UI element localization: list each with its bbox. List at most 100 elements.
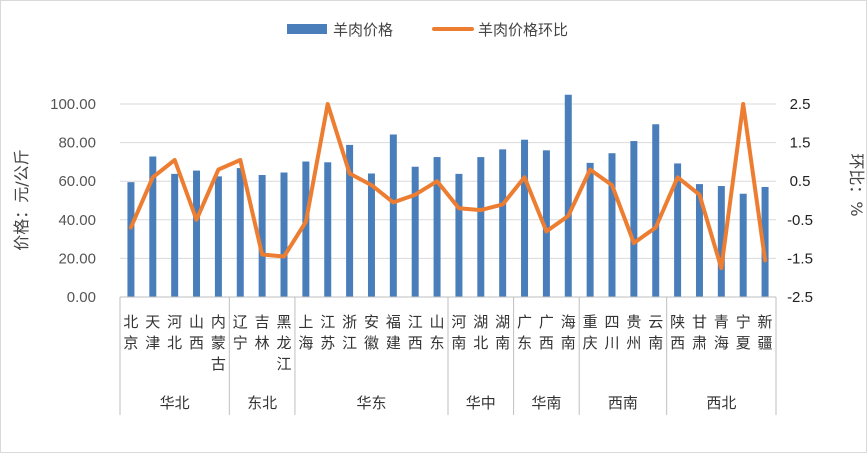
y-left-tick-label: 80.00 (58, 135, 96, 152)
bar-mark (455, 173, 463, 297)
y-right-tick-label: -1.5 (787, 250, 813, 267)
category-label-char: 江 (342, 334, 357, 352)
bar-mark (630, 141, 638, 297)
category-label-char: 安 (364, 313, 379, 331)
category-label-char: 林 (255, 334, 270, 352)
category-label-char: 浙 (342, 313, 357, 331)
line-point (326, 102, 330, 106)
category-label-char: 庆 (583, 334, 598, 352)
category-label-char: 蒙 (211, 334, 226, 352)
category-label-char: 福 (386, 313, 401, 331)
bar-mark (367, 173, 375, 297)
line-point (632, 241, 636, 245)
group-label: 华北 (160, 394, 190, 412)
bar-mark (739, 193, 747, 297)
y-left-tick-label: 60.00 (58, 173, 96, 190)
line-point (610, 183, 614, 187)
y-left-tick-label: 40.00 (58, 212, 96, 229)
bar-mark (499, 149, 507, 297)
category-label-char: 西 (670, 334, 685, 352)
category-label-char: 南 (561, 334, 576, 352)
bar-mark (717, 186, 725, 297)
line-point (391, 200, 395, 204)
category-label-char: 南 (648, 334, 663, 352)
category-label-char: 海 (298, 334, 313, 352)
category-label-char: 甘 (692, 313, 707, 331)
y-right-tick-label: 2.5 (790, 96, 811, 113)
axes: 0.00 20.00 40.00 60.00 80.00 100.00 2.5 1.5 0.5 -… (12, 96, 866, 306)
category-label-char: 西 (189, 334, 204, 352)
category-label-char: 津 (145, 334, 160, 352)
line-point (501, 202, 505, 206)
bar-mark (236, 168, 244, 297)
group-label: 西北 (706, 394, 736, 412)
line-point (697, 193, 701, 197)
group-label: 华南 (531, 394, 561, 412)
legend: 羊肉价格 羊肉价格环比 (287, 21, 568, 39)
line-point (282, 254, 286, 258)
category-label-char: 西 (408, 334, 423, 352)
line-point (719, 266, 723, 270)
line-point (348, 171, 352, 175)
y-right-tick-label: -0.5 (787, 212, 813, 229)
bar-mark (258, 175, 266, 297)
group-label: 西南 (608, 394, 638, 412)
line-point (260, 253, 264, 257)
category-label-char: 贵 (626, 313, 641, 331)
y-right-tick-label: -2.5 (787, 289, 813, 306)
category-label-char: 上 (298, 313, 313, 331)
category-label-char: 黑 (276, 313, 291, 331)
category-label-char: 东 (517, 334, 532, 352)
legend-swatch-bar (287, 24, 327, 34)
y-left-tick-label: 0.00 (67, 289, 96, 306)
bar-mark (608, 153, 616, 297)
line-point (479, 208, 483, 212)
line-point (129, 226, 133, 230)
bar-mark (674, 163, 682, 297)
gridlines (120, 103, 776, 259)
line-point (457, 206, 461, 210)
legend-label: 羊肉价格环比 (478, 21, 568, 39)
line-point (741, 102, 745, 106)
line-point (413, 193, 417, 197)
bar-mark (171, 173, 179, 297)
bar-mark (346, 144, 354, 297)
line-point (566, 214, 570, 218)
bar-mark (214, 176, 222, 297)
category-label-char: 海 (561, 313, 576, 331)
category-axis: 北京天津河北山西内蒙古辽宁吉林黑龙江上海江苏浙江安徽福建江西山东河南湖北湖南广东… (119, 296, 777, 415)
category-label-char: 湖 (473, 313, 488, 331)
bar-mark (564, 94, 572, 298)
category-label-char: 夏 (736, 334, 751, 352)
bar-series (127, 94, 769, 298)
category-label-char: 京 (123, 334, 138, 352)
category-label-char: 四 (604, 313, 619, 331)
line-point (435, 179, 439, 183)
category-label-char: 河 (167, 313, 182, 331)
category-label-char: 山 (189, 313, 204, 331)
category-label-char: 宁 (233, 334, 248, 352)
line-point (676, 175, 680, 179)
bar-mark (542, 150, 550, 297)
bar-mark (521, 139, 529, 297)
category-label-char: 山 (430, 313, 445, 331)
line-point (216, 168, 220, 172)
group-label: 华中 (466, 394, 496, 412)
category-label-char: 江 (408, 313, 423, 331)
line-point (763, 258, 767, 262)
bar-mark (411, 166, 419, 297)
category-label-char: 江 (320, 313, 335, 331)
category-label-char: 天 (145, 313, 160, 331)
line-point (654, 226, 658, 230)
bar-mark (389, 134, 397, 297)
y-right-tick-label: 0.5 (790, 173, 811, 190)
category-label-char: 南 (451, 334, 466, 352)
category-label-char: 海 (714, 334, 729, 352)
category-label-char: 广 (539, 313, 554, 331)
category-label-char: 龙 (276, 334, 291, 352)
category-label-char: 古 (211, 355, 226, 373)
bar-mark (280, 172, 288, 297)
line-series-path (128, 102, 768, 271)
